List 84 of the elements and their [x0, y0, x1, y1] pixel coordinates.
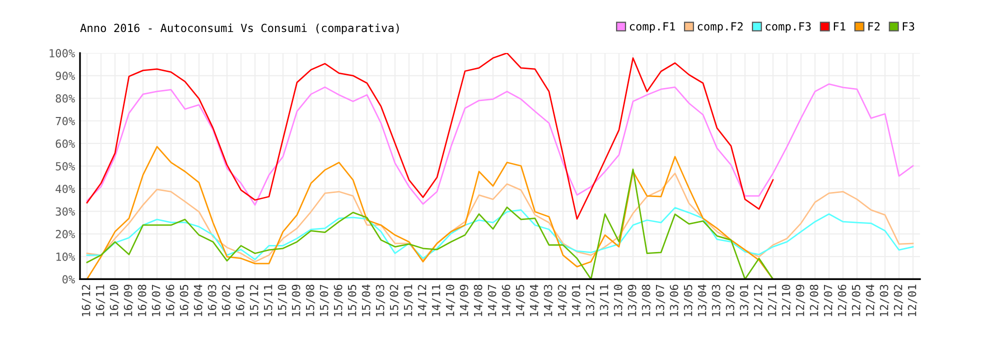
x-tick-label: 15/11: [264, 284, 274, 316]
x-tick-label: 16/08: [138, 284, 148, 316]
y-tick-label: 20%: [56, 230, 75, 238]
x-tick-label: 12/08: [810, 284, 820, 316]
x-tick-label: 13/12: [586, 284, 596, 316]
legend-label: F3: [902, 22, 914, 31]
x-tick-label: 16/06: [166, 284, 176, 316]
x-tick-label: 14/01: [572, 284, 582, 316]
x-tick-label: 16/01: [236, 284, 246, 316]
x-tick-label: 12/09: [796, 284, 806, 316]
x-tick-label: 14/08: [474, 284, 484, 316]
x-tick-label: 12/06: [838, 284, 848, 316]
x-tick-label: 15/09: [292, 284, 302, 316]
x-tick-label: 14/07: [488, 284, 498, 316]
line-series: [86, 206, 914, 260]
x-tick-label: 13/08: [642, 284, 652, 316]
x-tick-label: 16/02: [222, 284, 232, 316]
x-tick-label: 13/11: [600, 284, 610, 316]
y-tick-label: 0%: [62, 275, 75, 284]
x-tick-label: 12/01: [908, 284, 918, 316]
y-tick-label: 80%: [56, 94, 75, 103]
y-tick-label: 30%: [56, 207, 75, 216]
x-tick-label: 16/09: [124, 284, 134, 316]
legend-label: comp.F2: [698, 22, 743, 33]
x-tick-label: 16/10: [110, 284, 120, 316]
x-tick-label: 12/04: [866, 284, 876, 316]
x-tick-label: 13/02: [726, 284, 736, 316]
x-tick-label: 12/12: [754, 284, 764, 316]
y-tick-label: 40%: [56, 184, 75, 194]
x-tick-label: 16/05: [180, 284, 190, 316]
legend-label: F1: [834, 22, 846, 30]
line-series: [86, 83, 914, 206]
x-tick-label: 14/04: [530, 284, 540, 316]
x-tick-label: 12/07: [824, 284, 834, 316]
legend-label: F2: [868, 22, 880, 30]
x-tick-label: 13/06: [670, 284, 680, 316]
x-tick-label: 13/01: [740, 284, 750, 316]
y-tick-label: 90%: [56, 72, 75, 80]
x-tick-label: 16/03: [208, 284, 218, 316]
x-tick-label: 12/03: [880, 284, 890, 316]
x-tick-label: 13/04: [698, 284, 708, 316]
x-tick-label: 12/11: [768, 284, 778, 316]
legend-label: comp.F1: [630, 22, 675, 33]
x-tick-label: 12/05: [852, 284, 862, 316]
x-tick-label: 14/06: [502, 284, 512, 316]
legend-label: comp.F3: [766, 22, 811, 33]
x-tick-label: 13/05: [684, 284, 694, 316]
x-tick-label: 15/10: [278, 284, 288, 316]
x-tick-label: 15/01: [404, 284, 414, 316]
x-tick-label: 15/03: [376, 284, 386, 316]
x-tick-label: 16/12: [82, 284, 92, 316]
x-tick-label: 14/09: [460, 284, 470, 316]
x-tick-label: 15/02: [390, 284, 400, 316]
x-tick-label: 15/05: [348, 284, 358, 316]
y-tick-label: 100%: [50, 49, 75, 58]
x-tick-label: 14/11: [432, 284, 442, 316]
x-tick-label: 12/02: [894, 284, 904, 316]
x-tick-label: 15/08: [306, 284, 316, 316]
y-tick-label: 70%: [56, 116, 75, 126]
line-series: [86, 53, 774, 220]
x-tick-label: 14/10: [446, 284, 456, 316]
x-tick-label: 14/05: [516, 284, 526, 316]
x-tick-label: 15/04: [362, 284, 372, 316]
chart-title: Anno 2016 - Autoconsumi Vs Consumi (comparativa): [80, 24, 399, 34]
x-tick-label: 13/03: [712, 284, 722, 316]
x-tick-label: 16/07: [152, 284, 162, 316]
y-tick-label: 60%: [56, 139, 75, 148]
x-tick-label: 16/04: [194, 284, 204, 316]
y-tick-label: 50%: [56, 162, 75, 170]
x-tick-label: 15/12: [250, 284, 260, 316]
x-tick-label: 12/10: [782, 284, 792, 316]
x-tick-label: 14/02: [558, 284, 568, 316]
x-tick-label: 15/06: [334, 284, 344, 316]
x-tick-label: 15/07: [320, 284, 330, 316]
x-tick-label: 16/11: [96, 284, 106, 316]
x-tick-label: 13/09: [628, 284, 638, 316]
line-series: [86, 146, 774, 280]
x-tick-label: 13/10: [614, 284, 624, 316]
y-tick-label: 10%: [56, 252, 75, 261]
line-series: [86, 172, 914, 262]
x-tick-label: 13/07: [656, 284, 666, 316]
x-tick-label: 14/12: [418, 284, 428, 316]
x-tick-label: 14/03: [544, 284, 554, 316]
line-series: [86, 168, 774, 280]
